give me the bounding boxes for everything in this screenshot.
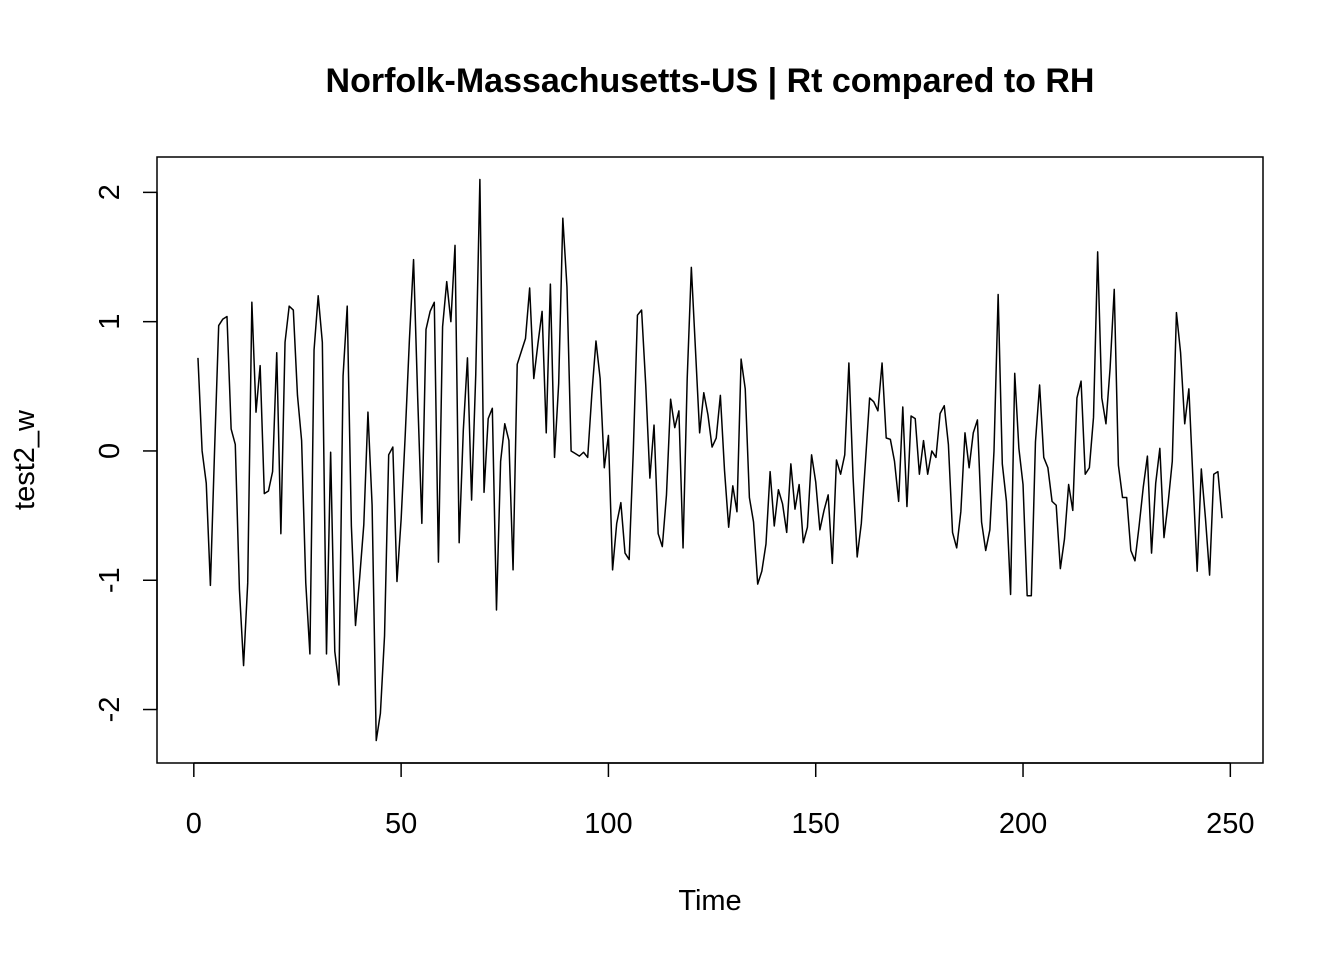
y-tick-label: -2	[94, 697, 126, 723]
x-axis: 0 50 100 150 200 250	[186, 762, 1255, 840]
plot-area	[156, 156, 1264, 764]
series-line	[197, 178, 1223, 742]
x-tick-label: 250	[1206, 808, 1254, 840]
chart-title: Norfolk-Massachusetts-US | Rt compared t…	[326, 62, 1095, 100]
x-axis-label: Time	[678, 885, 741, 917]
x-tick-label: 200	[999, 808, 1047, 840]
x-tick-label: 100	[584, 808, 632, 840]
y-tick-label: 0	[94, 443, 126, 459]
x-tick-label: 150	[792, 808, 840, 840]
y-tick-label: 2	[94, 184, 126, 200]
y-tick-label: -1	[94, 567, 126, 593]
y-tick-label: 1	[94, 314, 126, 330]
x-tick-label: 0	[186, 808, 202, 840]
x-tick-label: 50	[385, 808, 417, 840]
y-axis-label: test2_w	[9, 409, 41, 510]
y-axis: -2 -1 0 1 2	[94, 184, 158, 723]
